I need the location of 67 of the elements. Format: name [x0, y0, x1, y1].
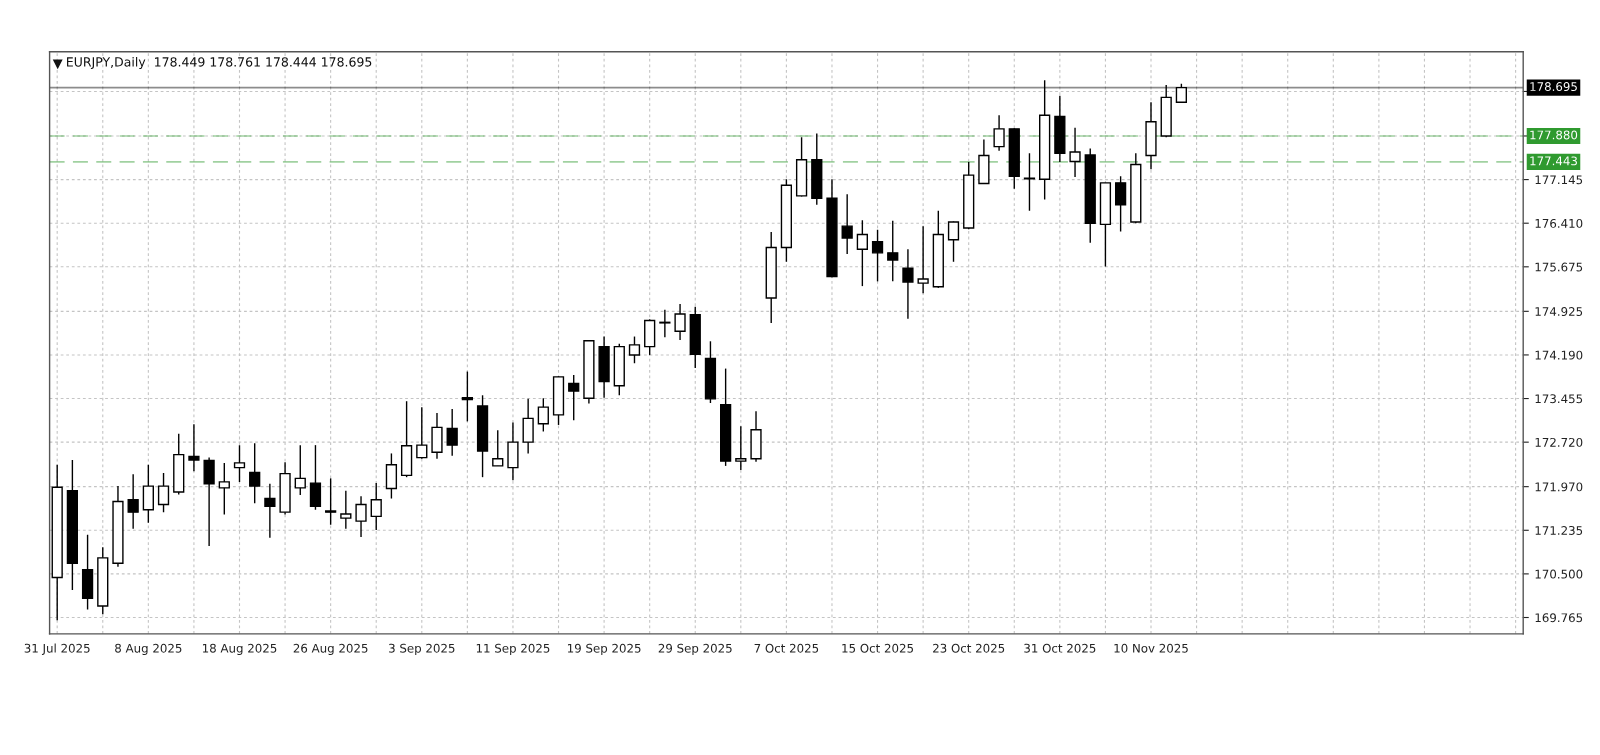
candlestick	[659, 309, 671, 338]
y-tick-label: 174.190	[1535, 350, 1583, 360]
candlestick	[385, 452, 398, 500]
x-tick-label: 3 Sep 2025	[389, 643, 455, 655]
ref-line-label: 177.443	[1530, 156, 1577, 166]
chart-title: EURJPY,Daily 178.449 178.761 178.444 178.695	[67, 56, 372, 70]
candlestick	[461, 370, 474, 423]
candlestick	[416, 406, 428, 460]
candlestick	[1023, 152, 1036, 212]
candlestick	[947, 220, 960, 263]
x-tick-label: 18 Aug 2025	[202, 643, 277, 655]
x-tick-label: 29 Sep 2025	[658, 643, 732, 655]
candlestick	[917, 225, 929, 294]
candlestick	[887, 220, 899, 283]
candlestick	[233, 444, 246, 483]
candlestick	[203, 456, 215, 547]
candlestick	[568, 374, 580, 421]
x-tick-label: 15 Oct 2025	[842, 643, 914, 653]
x-tick-label: 10 Nov 2025	[1114, 643, 1188, 653]
x-tick-label: 26 Aug 2025	[293, 643, 368, 655]
candlestick	[249, 442, 261, 504]
y-tick-label: 174.925	[1535, 307, 1583, 316]
x-tick-label: 31 Oct 2025	[1024, 643, 1096, 653]
candlestick	[127, 473, 139, 530]
candlestick	[1114, 175, 1127, 233]
candlestick	[355, 495, 367, 538]
x-tick-label: 19 Sep 2025	[567, 643, 641, 655]
y-tick-label: 176.410	[1535, 218, 1583, 228]
candlestick	[325, 477, 337, 526]
x-tick-label: 8 Aug 2025	[115, 643, 182, 655]
x-tick-label: 31 Jul 2025	[24, 643, 90, 655]
y-tick-label: 175.675	[1535, 262, 1583, 272]
y-tick-label: 172.720	[1535, 437, 1583, 447]
candlestick	[157, 472, 170, 513]
ref-line-label: 177.880	[1530, 130, 1578, 140]
candlestick	[142, 464, 154, 524]
candlestick	[370, 482, 382, 531]
candlestick	[993, 114, 1005, 152]
y-tick-label: 170.500	[1535, 569, 1583, 579]
candlestick	[871, 229, 884, 283]
candlestick	[841, 193, 853, 255]
y-tick-label: 169.765	[1535, 613, 1583, 623]
candlestick	[735, 425, 747, 471]
candlestick	[674, 303, 686, 341]
candlestick	[492, 429, 504, 467]
candlestick	[628, 335, 641, 364]
candlestick	[218, 462, 230, 516]
candlestick	[294, 444, 306, 496]
candlestick	[340, 490, 352, 530]
candlestick	[446, 408, 458, 457]
y-tick-label: 173.455	[1535, 394, 1583, 404]
candlestick	[1175, 83, 1188, 104]
y-tick-label: 177.145	[1535, 175, 1583, 185]
candlestick	[902, 248, 914, 320]
candlestick	[522, 398, 534, 455]
candlestick	[537, 397, 549, 433]
x-tick-label: 23 Oct 2025	[933, 643, 1005, 653]
candlestick	[856, 219, 868, 287]
x-tick-label: 11 Sep 2025	[476, 643, 550, 655]
y-tick-label: 171.970	[1535, 482, 1583, 492]
x-tick-label: 7 Oct 2025	[754, 643, 819, 653]
candlestick	[309, 444, 322, 511]
candlestick	[188, 423, 200, 472]
y-tick-label: 171.235	[1535, 526, 1583, 535]
candlestick	[264, 483, 276, 539]
ref-line-label: 178.695	[1530, 82, 1577, 92]
candlestick	[1069, 126, 1081, 178]
